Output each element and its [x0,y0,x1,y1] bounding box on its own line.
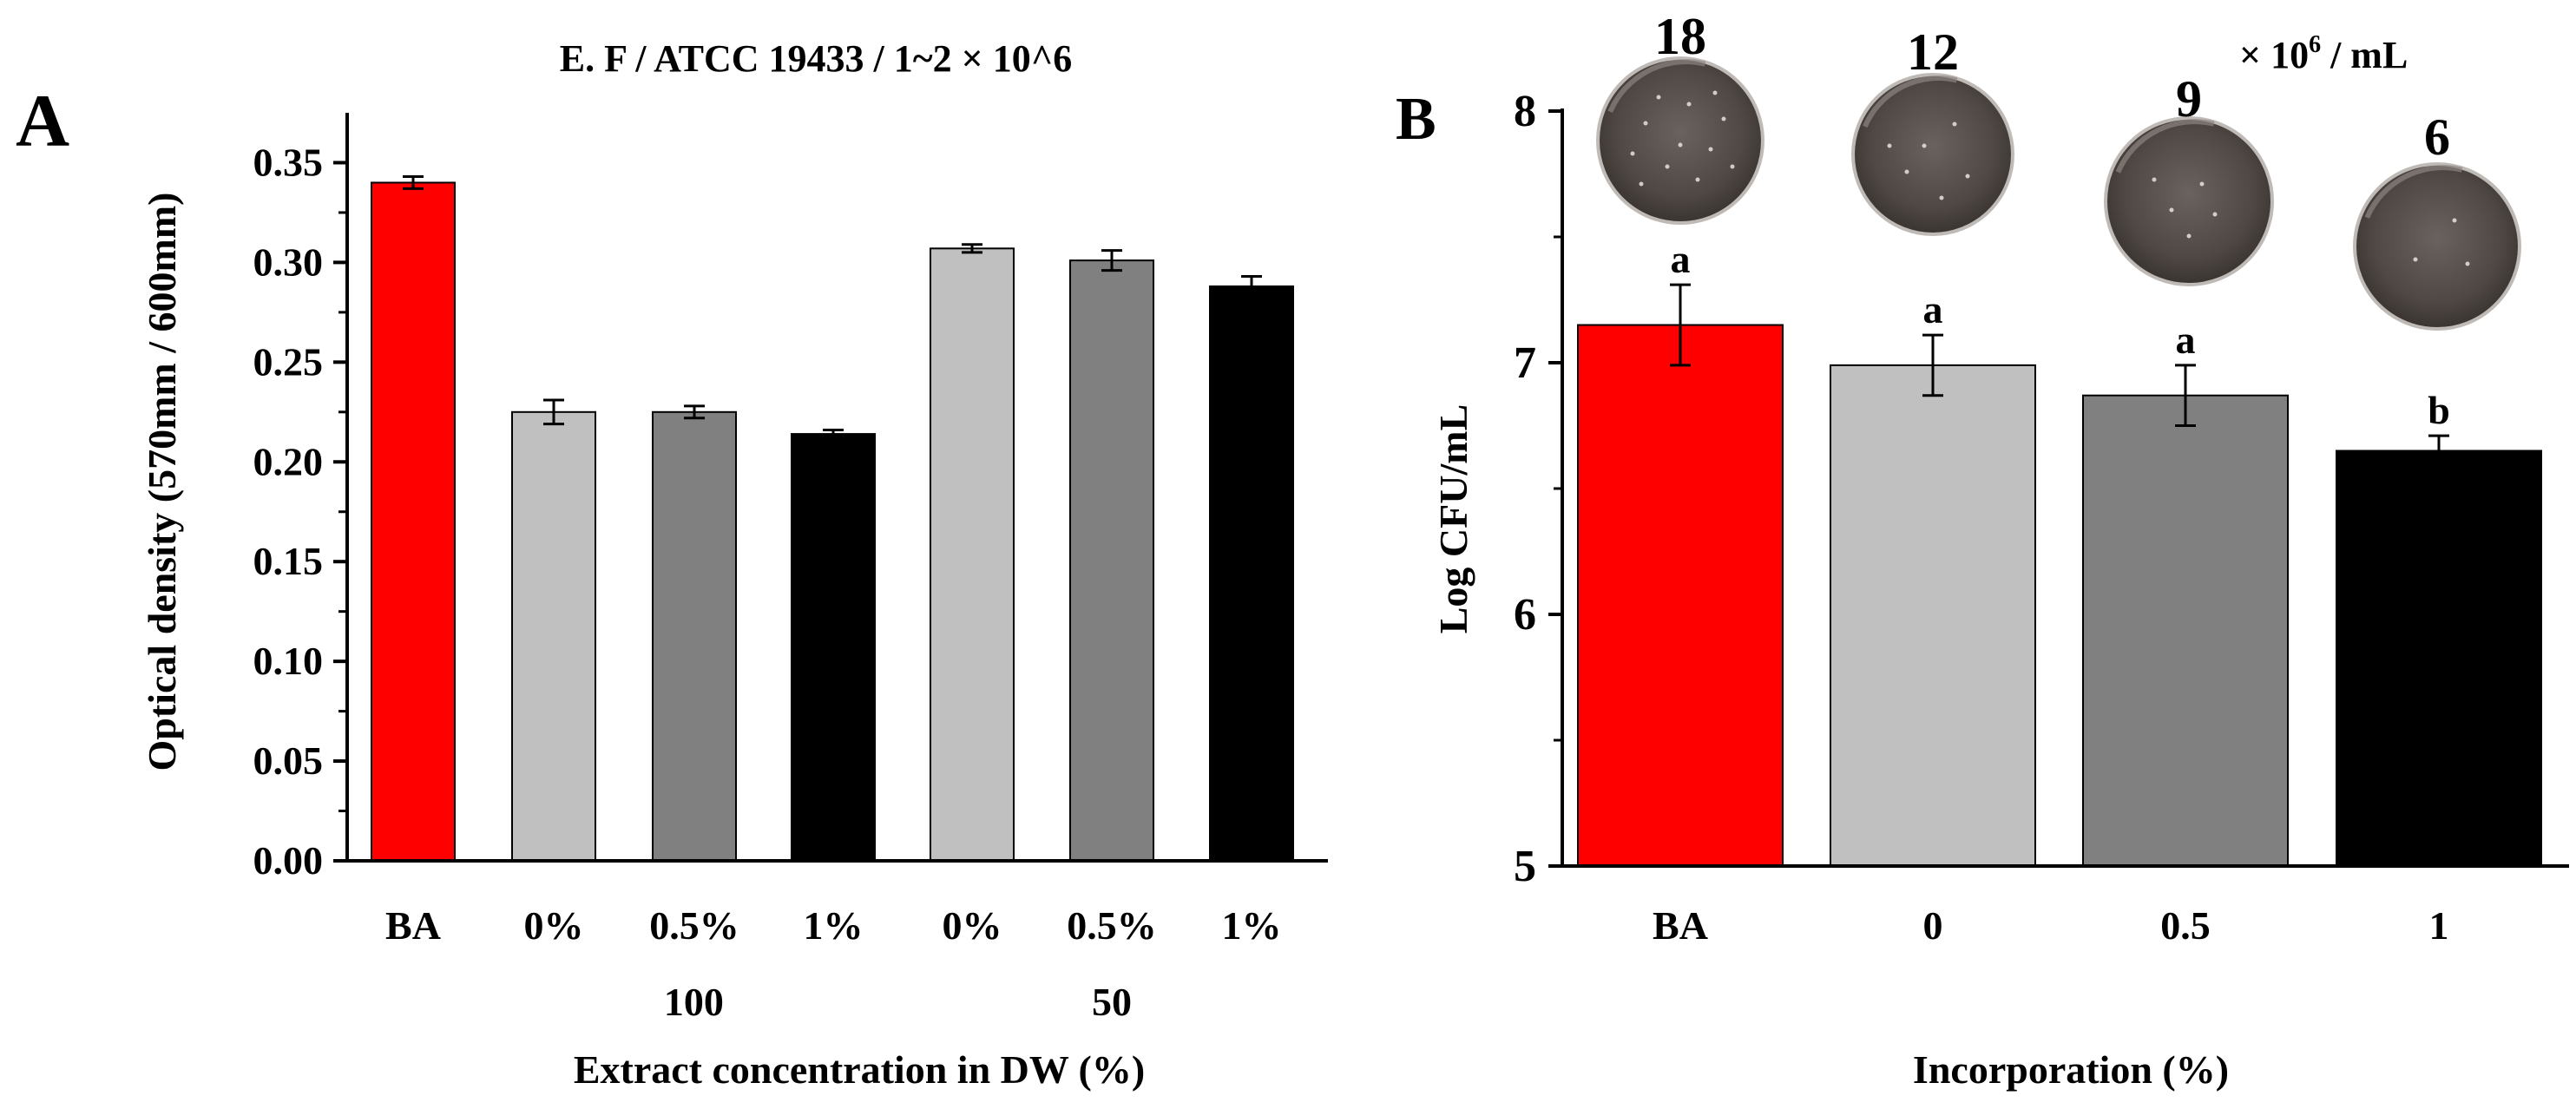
petri-dish-image [2104,116,2274,286]
panel-a-y-axis-label: Optical density (570mm / 600mm) [140,193,184,771]
plate-colony-count: 6 [2424,108,2450,166]
panel-b-x-tick-label: 0.5 [2160,903,2211,948]
panel-b-error-bar [2428,434,2449,468]
panel-a-x-tick-label: 0.5% [1067,903,1157,948]
panel-a-title: E. F / ATCC 19433 / 1~2 × 10^6 [560,37,1073,80]
panel-a-bar [791,433,876,862]
panel-b-significance-letter: b [2428,388,2450,432]
panel-b-y-tick-label: 8 [1514,87,1536,136]
panel-a-y-tick-label: 0.20 [253,439,324,483]
panel-b-significance-letter: a [1671,237,1691,281]
panel-b-bar [2082,394,2289,867]
panel-a-x-axis-label: Extract concentration in DW (%) [574,1047,1145,1092]
panel-a-group-label: 50 [1092,980,1132,1024]
panel-b: B Log CFU/mL Incorporation (%) × 106 / m… [1396,8,2569,1092]
plate-colony-count: 9 [2176,70,2202,128]
panel-a-error-bar [1101,249,1122,272]
petri-dish-image [2353,162,2521,331]
panel-a-bar [930,247,1015,862]
panel-a-y-tick-label: 0.10 [253,639,324,683]
panel-b-error-bar [1922,333,1943,397]
panel-a-bar [511,410,596,862]
panel-b-significance-letter: a [2176,318,2196,362]
panel-a-y-tick-label: 0.15 [253,539,324,583]
panel-b-x-tick-label: BA [1653,903,1708,948]
panel-b-error-bar [2175,364,2196,427]
panel-a-x-tick-label: 0.5% [649,903,739,948]
panel-a-y-tick-label: 0.30 [253,240,324,284]
panel-a-error-bar [684,404,705,420]
plate-colony-count: 18 [1654,8,1706,65]
panel-b-x-tick-label: 1 [2429,903,2449,948]
panel-a-error-bar [823,428,844,440]
panel-b-significance-letter: a [1923,287,1943,331]
panel-b-error-bar [1670,283,1691,367]
panel-b-y-tick-label: 6 [1514,590,1536,640]
panel-b-y-tick-label: 5 [1514,842,1536,891]
panel-a-error-bar [962,243,982,254]
panel-a-group-label: 100 [664,980,724,1024]
plate-colony-count: 12 [1907,23,1959,81]
panel-b-x-axis-label: Incorporation (%) [1913,1047,2229,1092]
panel-a-error-bar [1241,274,1262,298]
panel-a-error-bar [543,398,564,426]
panel-b-bar [1830,364,2036,867]
panel-a-bar [1069,259,1154,862]
petri-dish-image [1596,56,1764,225]
panel-a-bar [371,181,456,863]
panel-b-y-tick-label: 7 [1514,338,1536,388]
plate-unit-label: × 106 / mL [2239,31,2408,76]
panel-a: A E. F / ATCC 19433 / 1~2 × 10^6 Optical… [16,37,1328,1092]
panel-a-x-tick-label: BA [385,903,441,948]
panel-b-y-axis-label: Log CFU/mL [1431,404,1475,634]
panel-a-x-tick-label: 1% [1222,903,1282,948]
petri-dish-image [1851,73,2014,236]
panel-a-y-tick-label: 0.25 [253,339,324,384]
panel-a-y-tick-label: 0.35 [253,140,324,184]
panel-a-y-tick-label: 0.00 [253,838,324,883]
panel-b-x-tick-label: 0 [1923,903,1943,948]
panel-a-y-tick-label: 0.05 [253,738,324,783]
panel-a-x-tick-label: 1% [804,903,864,948]
panel-a-bar [652,410,737,862]
panel-a-x-tick-label: 0% [943,903,1002,948]
panel-b-bar [1577,324,1784,867]
panel-a-bar [1209,285,1294,862]
panel-b-bar [2336,450,2542,867]
panel-a-x-tick-label: 0% [524,903,584,948]
panel-a-label: A [16,79,69,162]
panel-b-label: B [1396,86,1436,153]
panel-a-error-bar [403,175,424,190]
